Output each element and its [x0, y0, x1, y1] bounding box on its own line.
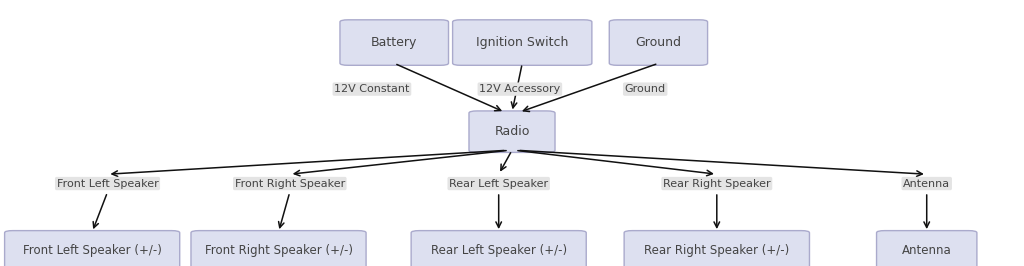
FancyBboxPatch shape — [609, 20, 708, 65]
Text: 12V Accessory: 12V Accessory — [479, 84, 560, 94]
Text: Front Right Speaker (+/-): Front Right Speaker (+/-) — [205, 244, 352, 256]
Text: Battery: Battery — [371, 36, 418, 49]
FancyBboxPatch shape — [340, 20, 449, 65]
FancyBboxPatch shape — [877, 231, 977, 266]
Text: Radio: Radio — [495, 125, 529, 138]
Text: Rear Left Speaker: Rear Left Speaker — [450, 178, 548, 189]
Text: Rear Right Speaker (+/-): Rear Right Speaker (+/-) — [644, 244, 790, 256]
Text: Rear Left Speaker (+/-): Rear Left Speaker (+/-) — [431, 244, 566, 256]
FancyBboxPatch shape — [469, 111, 555, 152]
FancyBboxPatch shape — [4, 231, 180, 266]
FancyBboxPatch shape — [624, 231, 809, 266]
Text: Rear Right Speaker: Rear Right Speaker — [663, 178, 771, 189]
Text: Antenna: Antenna — [902, 244, 951, 256]
Text: Front Left Speaker: Front Left Speaker — [56, 178, 159, 189]
Text: Ground: Ground — [636, 36, 681, 49]
Text: 12V Constant: 12V Constant — [334, 84, 410, 94]
FancyBboxPatch shape — [453, 20, 592, 65]
Text: Front Left Speaker (+/-): Front Left Speaker (+/-) — [23, 244, 162, 256]
Text: Ignition Switch: Ignition Switch — [476, 36, 568, 49]
FancyBboxPatch shape — [411, 231, 586, 266]
Text: Ground: Ground — [625, 84, 666, 94]
Text: Antenna: Antenna — [903, 178, 950, 189]
FancyBboxPatch shape — [190, 231, 367, 266]
Text: Front Right Speaker: Front Right Speaker — [234, 178, 345, 189]
